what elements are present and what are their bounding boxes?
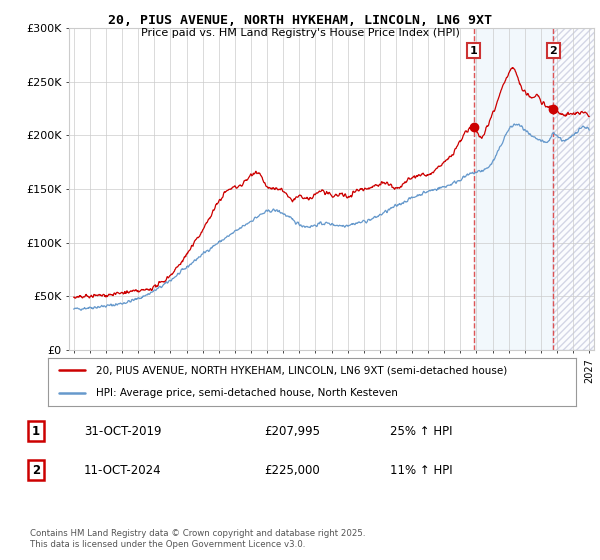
Line: 20, PIUS AVENUE, NORTH HYKEHAM, LINCOLN, LN6 9XT (semi-detached house): 20, PIUS AVENUE, NORTH HYKEHAM, LINCOLN,… bbox=[74, 68, 589, 298]
20, PIUS AVENUE, NORTH HYKEHAM, LINCOLN, LN6 9XT (semi-detached house) bbox=[482, 127, 489, 134]
20, PIUS AVENUE, NORTH HYKEHAM, LINCOLN, LN6 9XT (semi-detached house) bbox=[509, 64, 516, 71]
Text: 2: 2 bbox=[550, 45, 557, 55]
HPI: Average price, semi-detached house, North Kesteven: (2e+03, 3.7e+04): Average price, semi-detached house, Nort… bbox=[77, 307, 85, 314]
20, PIUS AVENUE, NORTH HYKEHAM, LINCOLN, LN6 9XT (semi-detached house) bbox=[473, 127, 480, 134]
Line: HPI: Average price, semi-detached house, North Kesteven: HPI: Average price, semi-detached house,… bbox=[74, 124, 589, 310]
HPI: Average price, semi-detached house, North Kesteven: (2.02e+03, 1.48e+05): Average price, semi-detached house, Nort… bbox=[425, 188, 432, 195]
Text: 20, PIUS AVENUE, NORTH HYKEHAM, LINCOLN, LN6 9XT: 20, PIUS AVENUE, NORTH HYKEHAM, LINCOLN,… bbox=[108, 14, 492, 27]
Text: £207,995: £207,995 bbox=[264, 424, 320, 438]
Text: £225,000: £225,000 bbox=[264, 464, 320, 477]
HPI: Average price, semi-detached house, North Kesteven: (2.02e+03, 1.65e+05): Average price, semi-detached house, Nort… bbox=[473, 169, 480, 176]
20, PIUS AVENUE, NORTH HYKEHAM, LINCOLN, LN6 9XT (semi-detached house) bbox=[72, 295, 79, 301]
Text: HPI: Average price, semi-detached house, North Kesteven: HPI: Average price, semi-detached house,… bbox=[95, 388, 397, 398]
Text: 20, PIUS AVENUE, NORTH HYKEHAM, LINCOLN, LN6 9XT (semi-detached house): 20, PIUS AVENUE, NORTH HYKEHAM, LINCOLN,… bbox=[95, 365, 507, 375]
HPI: Average price, semi-detached house, North Kesteven: (2.01e+03, 1.27e+05): Average price, semi-detached house, Nort… bbox=[279, 211, 286, 217]
Text: Contains HM Land Registry data © Crown copyright and database right 2025.
This d: Contains HM Land Registry data © Crown c… bbox=[30, 529, 365, 549]
Text: 11-OCT-2024: 11-OCT-2024 bbox=[84, 464, 161, 477]
HPI: Average price, semi-detached house, North Kesteven: (2.02e+03, 2.11e+05): Average price, semi-detached house, Nort… bbox=[511, 120, 518, 127]
HPI: Average price, semi-detached house, North Kesteven: (2.01e+03, 1.16e+05): Average price, semi-detached house, Nort… bbox=[298, 222, 305, 229]
Bar bbox=[553, 28, 600, 350]
Text: 11% ↑ HPI: 11% ↑ HPI bbox=[390, 464, 452, 477]
20, PIUS AVENUE, NORTH HYKEHAM, LINCOLN, LN6 9XT (semi-detached house) bbox=[586, 113, 593, 120]
Text: 2: 2 bbox=[32, 464, 40, 477]
HPI: Average price, semi-detached house, North Kesteven: (2.02e+03, 1.69e+05): Average price, semi-detached house, Nort… bbox=[482, 165, 489, 172]
20, PIUS AVENUE, NORTH HYKEHAM, LINCOLN, LN6 9XT (semi-detached house) bbox=[70, 294, 77, 301]
Text: 1: 1 bbox=[32, 424, 40, 438]
20, PIUS AVENUE, NORTH HYKEHAM, LINCOLN, LN6 9XT (semi-detached house) bbox=[279, 188, 286, 195]
20, PIUS AVENUE, NORTH HYKEHAM, LINCOLN, LN6 9XT (semi-detached house) bbox=[425, 172, 432, 179]
HPI: Average price, semi-detached house, North Kesteven: (2e+03, 4.41e+04): Average price, semi-detached house, Nort… bbox=[124, 299, 131, 306]
20, PIUS AVENUE, NORTH HYKEHAM, LINCOLN, LN6 9XT (semi-detached house) bbox=[124, 287, 131, 294]
HPI: Average price, semi-detached house, North Kesteven: (2.03e+03, 2.05e+05): Average price, semi-detached house, Nort… bbox=[586, 127, 593, 133]
20, PIUS AVENUE, NORTH HYKEHAM, LINCOLN, LN6 9XT (semi-detached house) bbox=[298, 193, 305, 199]
Text: 25% ↑ HPI: 25% ↑ HPI bbox=[390, 424, 452, 438]
Text: 31-OCT-2019: 31-OCT-2019 bbox=[84, 424, 161, 438]
Text: Price paid vs. HM Land Registry's House Price Index (HPI): Price paid vs. HM Land Registry's House … bbox=[140, 28, 460, 38]
Text: 1: 1 bbox=[470, 45, 478, 55]
Bar bbox=[553, 28, 600, 350]
Bar bbox=[474, 28, 553, 350]
HPI: Average price, semi-detached house, North Kesteven: (2e+03, 3.81e+04): Average price, semi-detached house, Nort… bbox=[70, 306, 77, 312]
